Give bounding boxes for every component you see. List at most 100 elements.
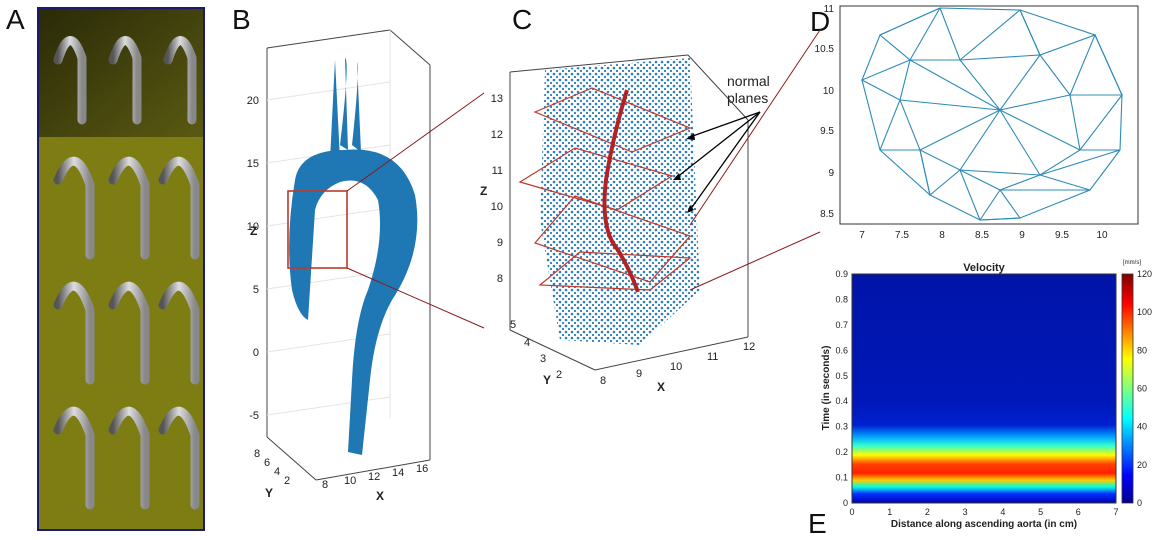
mri-aorta-shape	[53, 36, 87, 125]
panel-c-z-label: Z	[480, 184, 487, 198]
panel-b-roi-box	[287, 190, 348, 269]
heatmap-y-tick: 0.9	[835, 269, 848, 279]
heatmap-y-tick: 0.8	[835, 294, 848, 304]
mri-aorta-shape	[158, 406, 200, 510]
panel-c-z-tick: 12	[491, 129, 503, 141]
heatmap-ylabel: Time (in seconds)	[821, 346, 832, 431]
heatmap-xlabel: Distance along ascending aorta (in cm)	[891, 519, 1077, 530]
heatmap-x-tick: 7	[1113, 507, 1118, 517]
colorbar-tick: 80	[1137, 345, 1147, 355]
heatmap-y-tick: 0.4	[835, 396, 848, 406]
mri-aorta-shape	[108, 156, 150, 260]
panel-b-z-tick: 0	[253, 347, 259, 359]
panel-letter-d: D	[810, 6, 831, 37]
heatmap-y-tick: 0.7	[835, 320, 848, 330]
heatmap-y-tick: 0	[843, 498, 848, 508]
panel-d-y-tick: 9	[828, 168, 834, 179]
colorbar-tick: 120	[1137, 269, 1152, 279]
panel-c-x-tick: 10	[670, 361, 682, 373]
panel-b-z-tick: 20	[247, 95, 259, 107]
mri-aorta-shape	[108, 406, 150, 510]
triangle-mesh	[860, 7, 1124, 221]
panel-b-z-tick: -5	[249, 410, 259, 422]
panel-d-mesh-plot: 11 10.5 10 9.5 9 8.5 7 7.5 8 8.5 9 9.5 1…	[815, 4, 1139, 241]
panel-c-z-tick: 9	[497, 237, 503, 249]
panel-b-x-tick: 10	[344, 475, 356, 487]
panel-d-x-tick: 8.5	[975, 230, 989, 241]
normal-planes-label-line2: planes	[727, 90, 768, 106]
heatmap-y-tick: 0.1	[835, 473, 848, 483]
centerline	[602, 89, 640, 293]
colorbar-tick: 0	[1137, 498, 1142, 508]
panel-c-y-tick: 2	[556, 369, 562, 381]
mri-aorta-shape	[158, 281, 200, 385]
panel-b-y-tick: 6	[264, 457, 270, 469]
panel-d-x-tick: 7.5	[895, 230, 909, 241]
panel-d-x-tick: 8	[939, 230, 945, 241]
colorbar-tick: 20	[1137, 460, 1147, 470]
panel-b-x-tick: 16	[416, 463, 428, 475]
panel-b-x-tick: 14	[392, 467, 404, 479]
mri-aorta-shape	[53, 156, 95, 260]
panel-d-y-tick: 11	[824, 4, 835, 15]
panel-c-x-tick: 9	[636, 368, 642, 380]
panel-letter-e: E	[808, 508, 827, 539]
heatmap-x-tick: 2	[925, 507, 930, 517]
heatmap-x-tick: 6	[1076, 507, 1081, 517]
panel-c-z-tick: 10	[491, 201, 503, 213]
panel-letter-b: B	[232, 4, 251, 35]
panel-c-y-label: Y	[543, 373, 551, 387]
panel-c-z-tick: 13	[491, 93, 503, 105]
heatmap-y-tick: 0.3	[835, 422, 848, 432]
colorbar-tick: 60	[1137, 384, 1147, 394]
panel-b-x-tick: 8	[322, 479, 328, 491]
heatmap-y-tick: 0.6	[835, 345, 848, 355]
heatmap-y-tick: 0.5	[835, 371, 848, 381]
mri-aorta-shape	[53, 281, 95, 385]
panel-c-z-tick: 11	[492, 165, 503, 177]
panel-d-y-tick: 9.5	[820, 126, 834, 137]
heatmap-area	[852, 274, 1116, 503]
panel-a-mri	[37, 7, 205, 531]
panel-b-x-label: X	[376, 489, 384, 503]
colorbar-unit: [mm/s]	[1123, 260, 1141, 266]
zoom-connectors-b-c	[346, 92, 485, 329]
panel-b-z-tick: 5	[253, 284, 259, 296]
panel-b-y-label: Y	[265, 486, 273, 500]
panel-b-y-tick: 8	[254, 448, 260, 460]
panel-letter-a: A	[6, 4, 25, 35]
panel-c-x-tick: 12	[743, 341, 755, 353]
panel-c-x-tick: 8	[600, 375, 606, 387]
panel-letter-c: C	[512, 4, 533, 35]
mri-aorta-shape	[158, 156, 200, 260]
panel-c-x-tick: 11	[707, 351, 718, 363]
heatmap-x-tick: 1	[887, 507, 892, 517]
panel-b-y-tick: 4	[274, 466, 280, 478]
colorbar	[1121, 273, 1134, 504]
panel-d-y-tick: 8.5	[820, 209, 834, 220]
normal-planes	[518, 87, 692, 291]
panel-d-x-tick: 10	[1096, 230, 1108, 241]
mri-aorta-shape	[163, 36, 197, 125]
heatmap-x-tick: 4	[1000, 507, 1005, 517]
panel-d-y-tick: 10.5	[815, 44, 835, 55]
panel-c-3d-plot: normal planes Z Y X 13 12 11 10 9	[480, 54, 770, 394]
panel-c-y-tick: 4	[524, 337, 530, 349]
panel-c-x-label: X	[657, 380, 665, 394]
mri-top-row	[39, 9, 203, 137]
panel-d-x-tick: 7	[859, 230, 865, 241]
panel-b-3d-plot: Z Y X 20 15 10 5 0 -5 8 6 4 2 8 10 12 14…	[247, 29, 431, 503]
zoom-connectors-c-d	[689, 29, 821, 291]
heatmap-x-tick: 3	[963, 507, 968, 517]
colorbar-tick: 40	[1137, 422, 1147, 432]
panel-d-x-tick: 9	[1019, 230, 1025, 241]
panel-e-velocity-heatmap: Velocity 0.9 0.8 0.7 0.6 0.5 0.4 0.3 0.2 0.1 0 0 1…	[821, 260, 1152, 530]
panel-b-z-tick: 15	[247, 158, 259, 170]
panel-d-x-tick: 9.5	[1055, 230, 1069, 241]
panel-d-y-tick: 10	[823, 86, 835, 97]
annotation-arrows	[675, 111, 761, 211]
normal-planes-label-line1: normal	[727, 73, 770, 89]
panel-b-z-label: Z	[250, 224, 257, 238]
